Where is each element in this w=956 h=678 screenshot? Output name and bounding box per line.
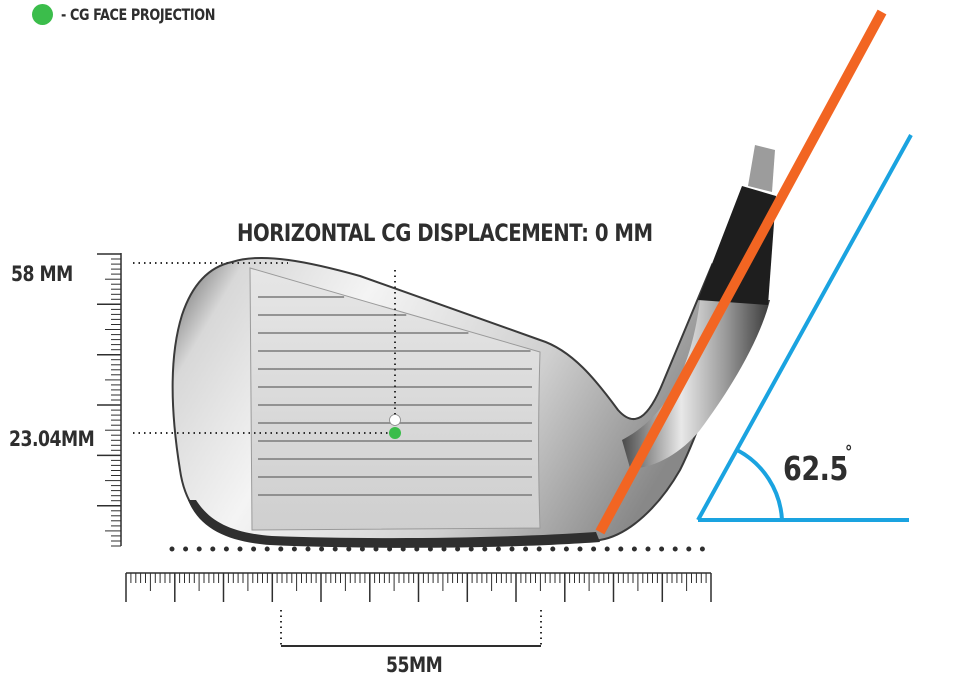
height-top-label: 58 MM (11, 262, 73, 286)
degree-symbol: ° (845, 442, 852, 463)
lie-angle-slope-line (696, 134, 913, 521)
width-label: 55MM (386, 653, 443, 677)
legend-text: - CG FACE PROJECTION (61, 5, 216, 24)
shaft-axis-line (595, 9, 887, 535)
club-shaft-upper (748, 145, 775, 192)
legend-green-dot (32, 4, 53, 25)
horizontal-ruler (125, 572, 712, 602)
lie-angle-arc (736, 448, 784, 521)
width-dimension-bracket (280, 610, 542, 647)
height-cg-label: 23.04MM (9, 427, 95, 451)
cg-point-white (389, 414, 401, 426)
horizontal-cg-label: HORIZONTAL CG DISPLACEMENT: 0 MM (237, 219, 653, 247)
cg-face-projection-dot (389, 427, 401, 439)
club-sole (188, 500, 600, 548)
legend: - CG FACE PROJECTION (32, 4, 254, 25)
lie-angle-label: 62.5 (783, 449, 848, 488)
vertical-ruler (97, 253, 122, 547)
club-shaft (698, 186, 776, 305)
